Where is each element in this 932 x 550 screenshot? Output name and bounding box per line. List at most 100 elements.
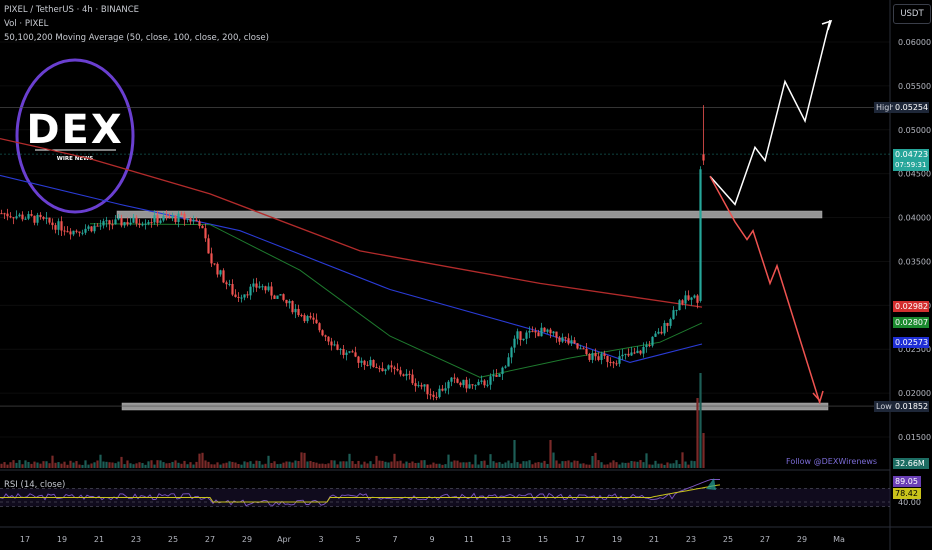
volume-bar bbox=[423, 460, 426, 468]
volume-bar bbox=[621, 462, 624, 468]
volume-bar bbox=[486, 464, 489, 468]
volume-bar bbox=[654, 460, 657, 468]
x-tick-label: 27 bbox=[760, 535, 770, 544]
candle bbox=[138, 223, 141, 226]
volume-bar bbox=[552, 452, 555, 468]
candle bbox=[42, 216, 45, 219]
volume-bar bbox=[267, 455, 270, 468]
volume-bar bbox=[126, 460, 129, 468]
currency-selector-button[interactable]: USDT bbox=[893, 4, 931, 24]
candle bbox=[114, 219, 117, 225]
candle bbox=[579, 348, 582, 350]
volume-bar bbox=[165, 463, 168, 468]
candle bbox=[255, 283, 258, 288]
x-tick-label: Ma bbox=[833, 535, 845, 544]
volume-bar bbox=[117, 461, 120, 468]
volume-bar bbox=[414, 462, 417, 468]
volume-bar bbox=[675, 460, 678, 468]
volume-bar bbox=[246, 462, 249, 468]
candle bbox=[141, 224, 144, 226]
candle bbox=[252, 283, 255, 287]
candle bbox=[693, 295, 696, 298]
x-tick-label: 3 bbox=[318, 535, 323, 544]
candle bbox=[369, 360, 372, 366]
volume-bar bbox=[249, 461, 252, 468]
candle bbox=[348, 351, 351, 353]
volume-bar bbox=[483, 460, 486, 468]
volume-bar bbox=[462, 462, 465, 468]
candle bbox=[153, 215, 156, 223]
volume-bar bbox=[630, 460, 633, 468]
candle bbox=[168, 216, 171, 218]
volume-bar bbox=[234, 462, 237, 468]
volume-bar bbox=[513, 440, 516, 468]
candle bbox=[228, 284, 231, 286]
candle bbox=[522, 338, 525, 341]
volume-bar bbox=[594, 452, 597, 468]
volume-bar bbox=[0, 463, 3, 468]
volume-bar bbox=[666, 462, 669, 468]
volume-bar bbox=[531, 464, 534, 468]
candle bbox=[558, 337, 561, 342]
volume-bar bbox=[147, 461, 150, 468]
volume-bar bbox=[471, 464, 474, 468]
candle bbox=[159, 220, 162, 223]
candle bbox=[432, 394, 435, 397]
rsi-tick-label: 40.00 bbox=[898, 498, 921, 507]
volume-bar bbox=[480, 461, 483, 468]
volume-bar bbox=[288, 461, 291, 468]
candle bbox=[609, 361, 612, 363]
candle bbox=[198, 221, 201, 226]
volume-bar bbox=[48, 463, 51, 468]
volume-bar bbox=[645, 453, 648, 468]
volume-bar bbox=[537, 462, 540, 468]
x-tick-label: 17 bbox=[575, 535, 585, 544]
candle bbox=[402, 374, 405, 376]
volume-bar bbox=[345, 461, 348, 468]
volume-bar bbox=[324, 464, 327, 468]
candle bbox=[576, 343, 579, 349]
volume-bar bbox=[648, 464, 651, 468]
volume-bar bbox=[366, 463, 369, 468]
candle bbox=[213, 263, 216, 265]
x-tick-label: 25 bbox=[168, 535, 178, 544]
volume-bar bbox=[351, 461, 354, 468]
candle bbox=[0, 213, 3, 215]
volume-bar bbox=[186, 464, 189, 468]
candle bbox=[528, 330, 531, 333]
candle bbox=[468, 384, 471, 389]
candle bbox=[9, 216, 12, 218]
volume-bar bbox=[225, 462, 228, 468]
candle bbox=[390, 365, 393, 368]
volume-bar bbox=[498, 462, 501, 468]
volume-bar bbox=[663, 464, 666, 468]
volume-bar bbox=[588, 464, 591, 468]
candle bbox=[243, 294, 246, 298]
volume-bar bbox=[354, 463, 357, 468]
volume-bar bbox=[63, 461, 66, 468]
volume-bar bbox=[684, 461, 687, 468]
volume-bar bbox=[129, 463, 132, 468]
candle bbox=[81, 232, 84, 234]
candle bbox=[30, 214, 33, 216]
volume-bar bbox=[339, 461, 342, 468]
candle bbox=[339, 349, 342, 351]
candle bbox=[690, 297, 693, 300]
candle bbox=[186, 218, 189, 220]
candle bbox=[27, 214, 30, 219]
volume-bar bbox=[210, 464, 213, 468]
x-tick-label: 7 bbox=[392, 535, 397, 544]
candle bbox=[300, 315, 303, 317]
candle bbox=[687, 295, 690, 300]
candle bbox=[492, 375, 495, 377]
volume-bar bbox=[393, 453, 396, 468]
rsi-indicator-label: RSI (14, close) bbox=[4, 480, 66, 490]
price-label: 0.04723 bbox=[893, 148, 929, 160]
candle bbox=[636, 350, 639, 354]
candle bbox=[657, 331, 660, 334]
candle bbox=[624, 353, 627, 355]
candle bbox=[519, 331, 522, 341]
candle bbox=[294, 308, 297, 313]
volume-bar bbox=[519, 463, 522, 468]
